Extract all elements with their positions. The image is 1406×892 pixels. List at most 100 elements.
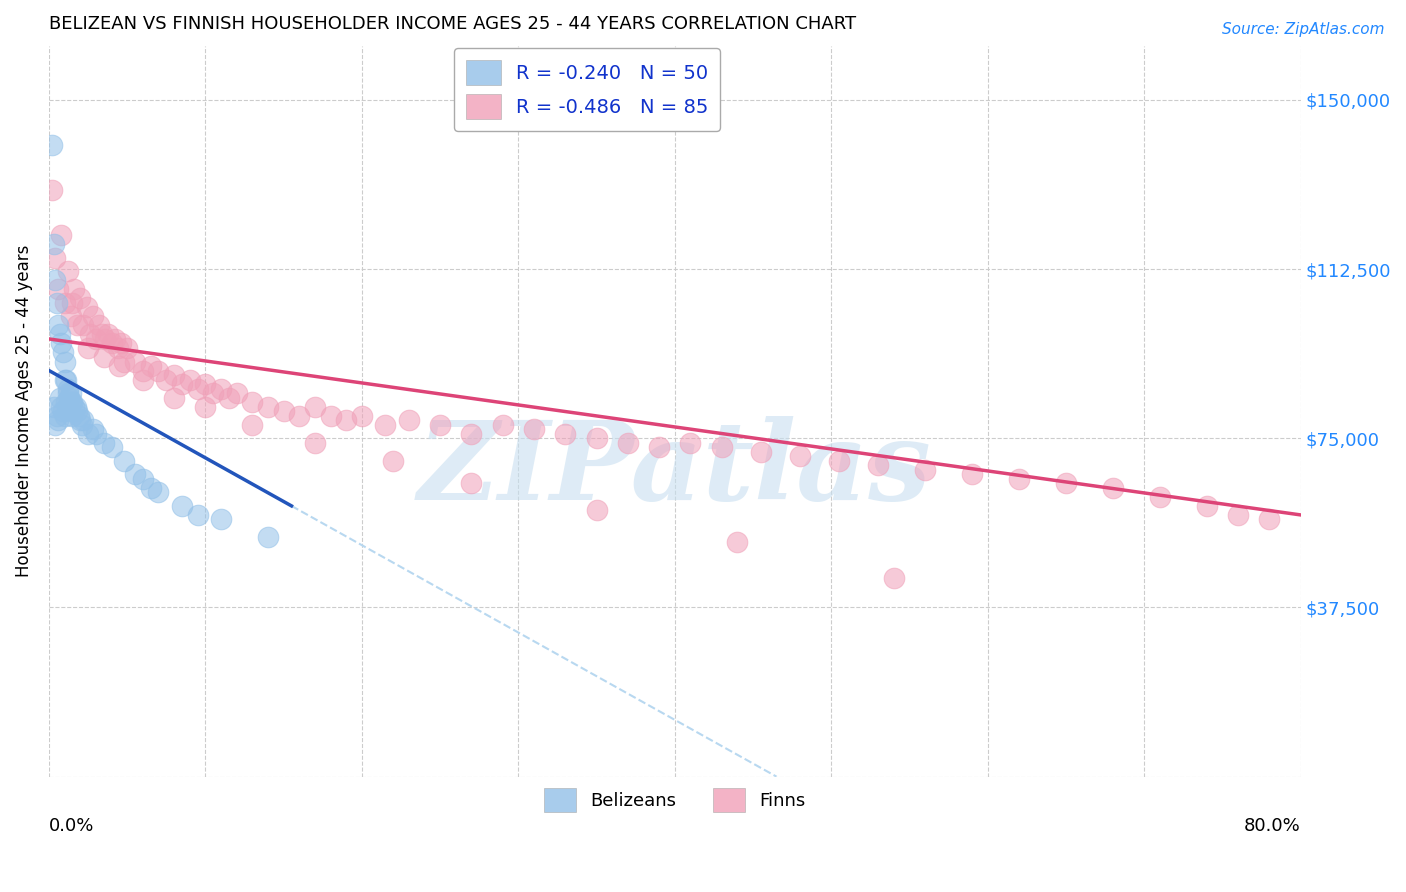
Point — [202, 386, 225, 401]
Point — [382, 454, 405, 468]
Point — [62, 409, 84, 423]
Point — [94, 332, 117, 346]
Point — [398, 413, 420, 427]
Point — [100, 336, 122, 351]
Point — [69, 413, 91, 427]
Point — [110, 336, 132, 351]
Point — [97, 327, 120, 342]
Point — [124, 354, 146, 368]
Point — [66, 318, 89, 333]
Point — [725, 535, 748, 549]
Point — [56, 264, 79, 278]
Point — [65, 400, 87, 414]
Point — [56, 386, 79, 401]
Point — [194, 377, 217, 392]
Point — [63, 400, 86, 414]
Point — [44, 417, 66, 432]
Point — [1227, 508, 1250, 522]
Point — [42, 237, 65, 252]
Point — [139, 481, 162, 495]
Point — [41, 183, 63, 197]
Point — [51, 336, 73, 351]
Point — [44, 273, 66, 287]
Point — [648, 440, 671, 454]
Point — [304, 400, 326, 414]
Point — [59, 395, 82, 409]
Point — [66, 404, 89, 418]
Legend: Belizeans, Finns: Belizeans, Finns — [537, 781, 813, 819]
Text: Source: ZipAtlas.com: Source: ZipAtlas.com — [1222, 22, 1385, 37]
Point — [52, 404, 75, 418]
Point — [883, 571, 905, 585]
Point — [53, 409, 76, 423]
Point — [93, 350, 115, 364]
Point — [42, 400, 65, 414]
Point — [115, 341, 138, 355]
Point — [53, 373, 76, 387]
Point — [132, 363, 155, 377]
Point — [45, 296, 67, 310]
Point — [84, 332, 107, 346]
Point — [52, 345, 75, 359]
Point — [288, 409, 311, 423]
Point — [828, 454, 851, 468]
Point — [257, 531, 280, 545]
Point — [492, 417, 515, 432]
Point — [76, 301, 98, 315]
Point — [460, 476, 482, 491]
Point — [112, 354, 135, 368]
Point — [170, 377, 193, 392]
Point — [617, 435, 640, 450]
Point — [100, 440, 122, 454]
Text: ZIPatlas: ZIPatlas — [418, 416, 932, 524]
Point — [319, 409, 342, 423]
Point — [1195, 499, 1218, 513]
Point — [710, 440, 733, 454]
Point — [1102, 481, 1125, 495]
Point — [960, 467, 983, 482]
Point — [56, 382, 79, 396]
Point — [679, 435, 702, 450]
Point — [107, 341, 129, 355]
Point — [194, 400, 217, 414]
Point — [59, 386, 82, 401]
Point — [187, 382, 209, 396]
Point — [62, 395, 84, 409]
Point — [108, 359, 131, 373]
Point — [163, 391, 186, 405]
Point — [77, 426, 100, 441]
Point — [53, 296, 76, 310]
Point — [59, 310, 82, 324]
Point — [187, 508, 209, 522]
Point — [139, 359, 162, 373]
Point — [585, 431, 607, 445]
Point — [148, 363, 170, 377]
Point — [789, 450, 811, 464]
Point — [225, 386, 247, 401]
Point — [53, 354, 76, 368]
Point — [51, 400, 73, 414]
Point — [1008, 472, 1031, 486]
Point — [82, 422, 104, 436]
Point — [148, 485, 170, 500]
Point — [749, 444, 772, 458]
Point — [49, 391, 72, 405]
Point — [179, 373, 201, 387]
Point — [55, 373, 77, 387]
Point — [1258, 512, 1281, 526]
Point — [374, 417, 396, 432]
Point — [170, 499, 193, 513]
Point — [56, 400, 79, 414]
Point — [868, 458, 890, 473]
Point — [335, 413, 357, 427]
Text: BELIZEAN VS FINNISH HOUSEHOLDER INCOME AGES 25 - 44 YEARS CORRELATION CHART: BELIZEAN VS FINNISH HOUSEHOLDER INCOME A… — [49, 15, 856, 33]
Point — [350, 409, 373, 423]
Point — [209, 382, 232, 396]
Point — [163, 368, 186, 382]
Point — [72, 318, 94, 333]
Point — [93, 435, 115, 450]
Point — [55, 395, 77, 409]
Point — [77, 341, 100, 355]
Point — [87, 318, 110, 333]
Point — [91, 327, 114, 342]
